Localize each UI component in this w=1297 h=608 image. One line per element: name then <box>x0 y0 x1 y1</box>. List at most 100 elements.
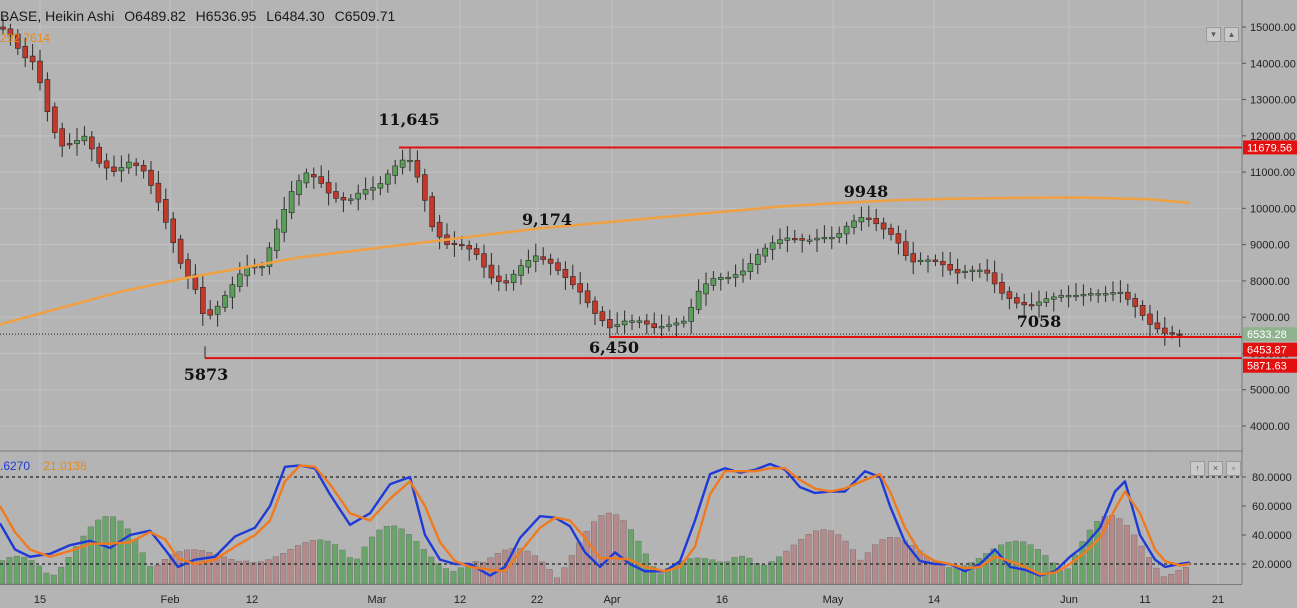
candle-body <box>103 160 110 169</box>
candle <box>969 265 976 282</box>
move-pane-icon[interactable]: ▾ <box>1206 27 1221 42</box>
candle-body <box>155 182 162 203</box>
candle-body <box>880 222 887 230</box>
candle <box>569 264 576 290</box>
candle <box>1102 286 1109 302</box>
annotations: 11,645 9,174 9948 7058 6,450 5873 <box>184 110 1062 384</box>
candle-body <box>636 320 643 323</box>
volume-bar <box>1123 525 1130 585</box>
volume-bar <box>72 546 79 585</box>
candle <box>266 242 273 275</box>
candle-body <box>740 270 746 276</box>
candle-body <box>969 269 976 272</box>
close-value: C6509.71 <box>334 8 396 24</box>
candle-body <box>895 233 902 244</box>
volume-bar <box>1064 568 1071 585</box>
candle-body <box>518 265 524 276</box>
price-tick-label: 12000.00 <box>1250 131 1296 143</box>
candle <box>525 249 532 274</box>
candle-body <box>1110 292 1116 295</box>
candle-body <box>296 180 302 196</box>
candle <box>347 194 354 205</box>
candle-body <box>939 261 946 266</box>
move-indicator-icon[interactable]: ↑ <box>1190 461 1205 476</box>
volume-bar <box>679 560 686 585</box>
candle <box>828 226 835 250</box>
price-tick-label: 5000.00 <box>1250 385 1290 397</box>
candle <box>1080 284 1087 306</box>
volume-bar <box>206 551 213 585</box>
candle <box>999 273 1005 300</box>
candle <box>170 212 176 254</box>
price-badge-label: 6533.28 <box>1247 329 1287 341</box>
volume-bar <box>990 548 997 585</box>
candle <box>873 208 880 232</box>
candle-body <box>599 311 606 322</box>
volume-bar <box>369 536 376 585</box>
volume-bar <box>228 559 235 585</box>
price-annotation: 7058 <box>1017 312 1062 331</box>
candle <box>333 182 339 203</box>
candle <box>15 29 21 56</box>
candle <box>1110 281 1116 302</box>
candle <box>355 184 362 211</box>
volume-bar <box>413 541 420 585</box>
candle-body <box>991 272 998 285</box>
candle-body <box>29 55 36 63</box>
volume-bar <box>517 548 524 585</box>
volume-bar <box>1094 521 1101 585</box>
candle-body <box>118 167 125 172</box>
candle <box>747 253 754 280</box>
candle-body <box>414 160 421 178</box>
volume-bar <box>805 534 812 585</box>
candle-body <box>1006 291 1013 299</box>
volume-bar <box>546 569 553 585</box>
candle <box>1162 316 1168 346</box>
maximize-pane-icon[interactable]: ▴ <box>1224 27 1239 42</box>
candle <box>814 229 820 253</box>
candle <box>1095 289 1101 303</box>
volume-bar <box>783 550 790 585</box>
candle-body <box>932 259 939 262</box>
candle-body <box>799 238 806 241</box>
candle-body <box>140 164 147 172</box>
close-indicator-icon[interactable]: × <box>1208 461 1223 476</box>
candle-body <box>185 259 191 278</box>
candle-body <box>777 239 783 245</box>
maximize-indicator-icon[interactable]: ▫ <box>1226 461 1241 476</box>
price-tick-label: 11000.00 <box>1250 167 1295 179</box>
candle <box>89 131 95 162</box>
candle-body <box>1051 296 1057 300</box>
candle <box>392 159 399 185</box>
volume-bar <box>1116 518 1123 585</box>
candle <box>643 313 650 335</box>
candle-body <box>318 176 325 184</box>
volume-bar <box>813 530 820 585</box>
volume-bar <box>901 540 908 585</box>
candle-body <box>170 218 176 243</box>
candle-body <box>458 244 465 247</box>
candle-body <box>22 45 29 59</box>
volume-bar <box>1020 541 1027 585</box>
price-annotation: 9,174 <box>522 210 572 229</box>
candle-body <box>643 320 650 325</box>
symbol-label[interactable]: BASE, Heikin Ashi <box>0 8 115 24</box>
candle <box>932 254 939 267</box>
volume-bar <box>102 516 109 585</box>
volume-bar <box>272 556 279 585</box>
price-badge <box>1243 342 1297 357</box>
candle <box>74 127 80 156</box>
indicator-tick-label: 40.0000 <box>1252 530 1292 542</box>
candles <box>0 18 1183 347</box>
candle-body <box>436 221 443 238</box>
candle <box>177 234 184 270</box>
volume-bar <box>938 565 945 585</box>
volume-bar <box>776 556 783 585</box>
candle <box>858 206 865 231</box>
candle-body <box>37 60 43 84</box>
volume-bar <box>65 557 72 585</box>
volume-bar <box>21 556 28 585</box>
candle <box>229 276 236 310</box>
candle-body <box>680 320 687 324</box>
